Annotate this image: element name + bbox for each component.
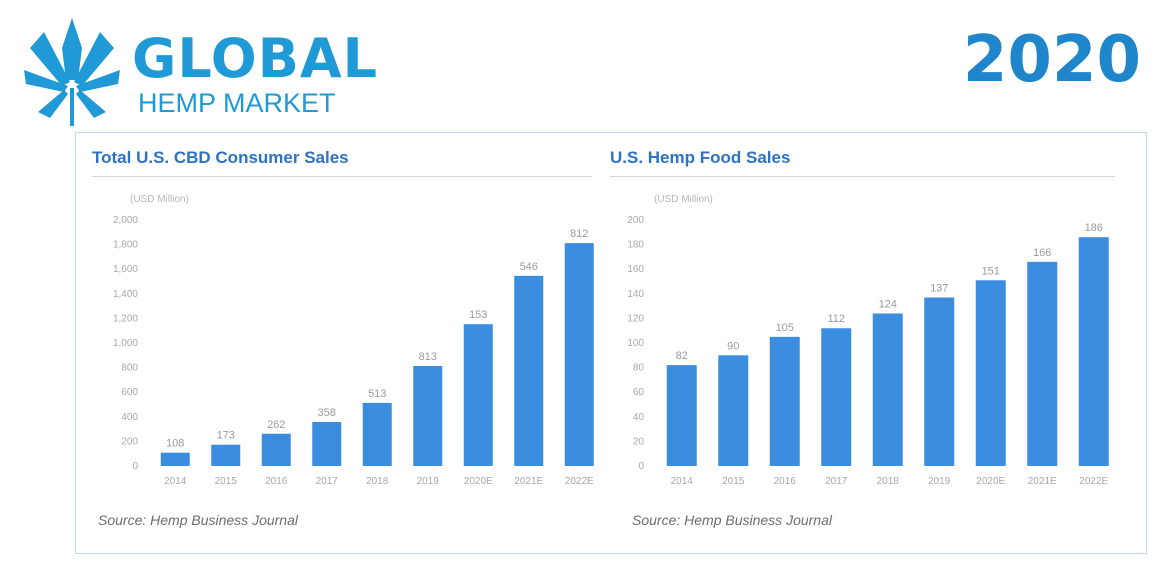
cbd-y-tick-label: 200 xyxy=(121,436,138,447)
food-y-tick-label: 100 xyxy=(627,338,644,349)
food-x-tick-label: 2015 xyxy=(722,476,745,487)
cbd-data-label: 262 xyxy=(267,419,285,431)
cbd-y-tick-label: 1,400 xyxy=(113,289,138,300)
cbd-unit-label: (USD Million) xyxy=(130,194,189,205)
cbd-y-tick-label: 0 xyxy=(132,461,138,472)
cbd-y-tick-label: 1,600 xyxy=(113,264,138,275)
cbd-bar xyxy=(463,324,493,466)
hemp-leaf-icon xyxy=(24,18,120,126)
food-bar xyxy=(872,313,903,466)
cbd-data-label: 108 xyxy=(166,438,184,450)
food-bar xyxy=(1027,261,1058,466)
food-y-tick-label: 160 xyxy=(627,264,644,275)
food-data-label: 82 xyxy=(676,350,688,362)
food-data-label: 137 xyxy=(930,282,948,294)
food-x-tick-label: 2018 xyxy=(877,476,900,487)
food-x-tick-label: 2020E xyxy=(976,476,1005,487)
food-bar xyxy=(666,365,697,466)
cbd-x-tick-label: 2022E xyxy=(565,476,594,487)
charts-panel xyxy=(75,132,1147,554)
food-bar xyxy=(769,336,800,466)
cbd-data-label: 812 xyxy=(570,228,588,240)
food-data-label: 186 xyxy=(1085,222,1103,234)
brand-title: GLOBAL xyxy=(132,27,379,90)
food-data-label: 105 xyxy=(776,322,794,334)
food-x-tick-label: 2019 xyxy=(928,476,951,487)
cbd-y-tick-label: 600 xyxy=(121,387,138,398)
food-unit-label: (USD Million) xyxy=(654,194,713,205)
cbd-x-tick-label: 2017 xyxy=(316,476,339,487)
food-y-tick-label: 140 xyxy=(627,289,644,300)
cbd-y-tick-label: 1,000 xyxy=(113,338,138,349)
food-bar xyxy=(924,297,955,466)
cbd-data-label: 513 xyxy=(368,388,386,400)
cbd-y-tick-label: 1,200 xyxy=(113,313,138,324)
food-y-tick-label: 40 xyxy=(633,412,645,423)
food-data-label: 112 xyxy=(827,313,845,325)
title-divider-hemp-food xyxy=(610,176,1115,177)
hemp-food-sales-bar-chart: (USD Million) 0 20 40 60 80 100 120 140 160 180 200… xyxy=(627,194,1109,487)
food-x-tick-label: 2017 xyxy=(825,476,848,487)
food-data-label: 151 xyxy=(982,265,1000,277)
cbd-x-tick-label: 2018 xyxy=(366,476,389,487)
food-bar xyxy=(1078,237,1109,466)
cbd-sales-bar-chart: (USD Million) 0 200 400 600 800 1,000 1,200 1,40… xyxy=(113,194,594,487)
food-bar xyxy=(975,280,1006,466)
cbd-data-label: 173 xyxy=(217,430,235,442)
cbd-bar xyxy=(362,402,392,466)
cbd-bar xyxy=(312,421,342,466)
cbd-data-label: 153 xyxy=(469,309,487,321)
food-y-tick-label: 20 xyxy=(633,436,645,447)
brand-logo: GLOBAL HEMP MARKET xyxy=(22,18,377,128)
food-y-tick-label: 80 xyxy=(633,363,645,374)
cbd-data-label: 813 xyxy=(419,351,437,363)
cbd-bar xyxy=(564,243,594,466)
food-y-tick-label: 200 xyxy=(627,215,644,226)
food-data-label: 90 xyxy=(727,340,739,352)
food-bar xyxy=(821,328,852,466)
source-note-hemp-food: Source: Hemp Business Journal xyxy=(632,512,832,528)
cbd-x-tick-label: 2015 xyxy=(215,476,238,487)
cbd-x-tick-label: 2016 xyxy=(265,476,288,487)
cbd-data-label: 546 xyxy=(520,261,538,273)
food-x-tick-label: 2014 xyxy=(671,476,694,487)
chart-title-cbd: Total U.S. CBD Consumer Sales xyxy=(92,148,349,167)
cbd-bar xyxy=(261,433,291,466)
food-x-tick-label: 2016 xyxy=(774,476,797,487)
cbd-x-tick-label: 2019 xyxy=(417,476,440,487)
food-data-label: 166 xyxy=(1033,247,1051,259)
food-y-tick-label: 60 xyxy=(633,387,645,398)
cbd-y-tick-label: 800 xyxy=(121,363,138,374)
cbd-data-label: 358 xyxy=(318,407,336,419)
cbd-x-tick-label: 2020E xyxy=(464,476,493,487)
cbd-x-tick-label: 2014 xyxy=(164,476,187,487)
food-bar xyxy=(718,355,749,466)
source-note-cbd: Source: Hemp Business Journal xyxy=(98,512,298,528)
chart-title-hemp-food: U.S. Hemp Food Sales xyxy=(610,148,791,167)
brand-subtitle: HEMP MARKET xyxy=(138,88,336,118)
title-divider-cbd xyxy=(92,176,592,177)
food-y-tick-label: 180 xyxy=(627,240,644,251)
food-data-label: 124 xyxy=(879,298,897,310)
cbd-y-tick-label: 1,800 xyxy=(113,240,138,251)
cbd-x-tick-label: 2021E xyxy=(514,476,543,487)
food-y-tick-label: 0 xyxy=(638,461,644,472)
report-year: 2020 xyxy=(962,23,1141,97)
food-x-tick-label: 2021E xyxy=(1028,476,1057,487)
cbd-bar xyxy=(211,444,241,466)
cbd-y-tick-label: 2,000 xyxy=(113,215,138,226)
cbd-bar xyxy=(514,275,544,466)
cbd-y-tick-label: 400 xyxy=(121,412,138,423)
cbd-bar xyxy=(413,366,443,466)
cbd-bar xyxy=(160,452,190,466)
food-x-tick-label: 2022E xyxy=(1079,476,1108,487)
food-y-tick-label: 120 xyxy=(627,313,644,324)
